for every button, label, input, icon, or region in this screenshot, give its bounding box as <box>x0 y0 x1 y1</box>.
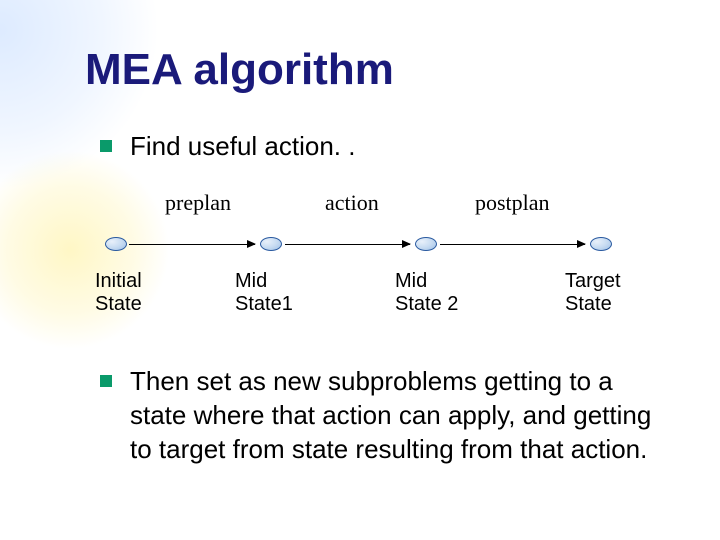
arc-label-preplan: preplan <box>165 190 231 216</box>
node-mid1 <box>260 237 282 251</box>
node-initial <box>105 237 127 251</box>
bullet-text-2: Then set as new subproblems getting to a… <box>130 365 660 466</box>
bullet-text-1: Find useful action. . <box>130 130 355 164</box>
arrow-postplan <box>440 244 585 245</box>
arrow-preplan <box>129 244 255 245</box>
node-mid2 <box>415 237 437 251</box>
node-label-initial: Initial State <box>95 270 142 316</box>
arc-label-action: action <box>325 190 379 216</box>
arrow-action <box>285 244 410 245</box>
node-label-target: Target State <box>565 270 621 316</box>
arc-label-postplan: postplan <box>475 190 550 216</box>
bullet-item-1: Find useful action. . <box>100 130 660 164</box>
bullet-marker-icon <box>100 140 112 152</box>
node-label-mid1: Mid State1 <box>235 270 293 316</box>
mea-diagram: preplan action postplan Initial State Mi… <box>105 190 625 340</box>
bullet-marker-icon <box>100 375 112 387</box>
node-label-mid2: Mid State 2 <box>395 270 458 316</box>
slide-title: MEA algorithm <box>85 45 394 95</box>
bullet-item-2: Then set as new subproblems getting to a… <box>100 365 660 466</box>
node-target <box>590 237 612 251</box>
